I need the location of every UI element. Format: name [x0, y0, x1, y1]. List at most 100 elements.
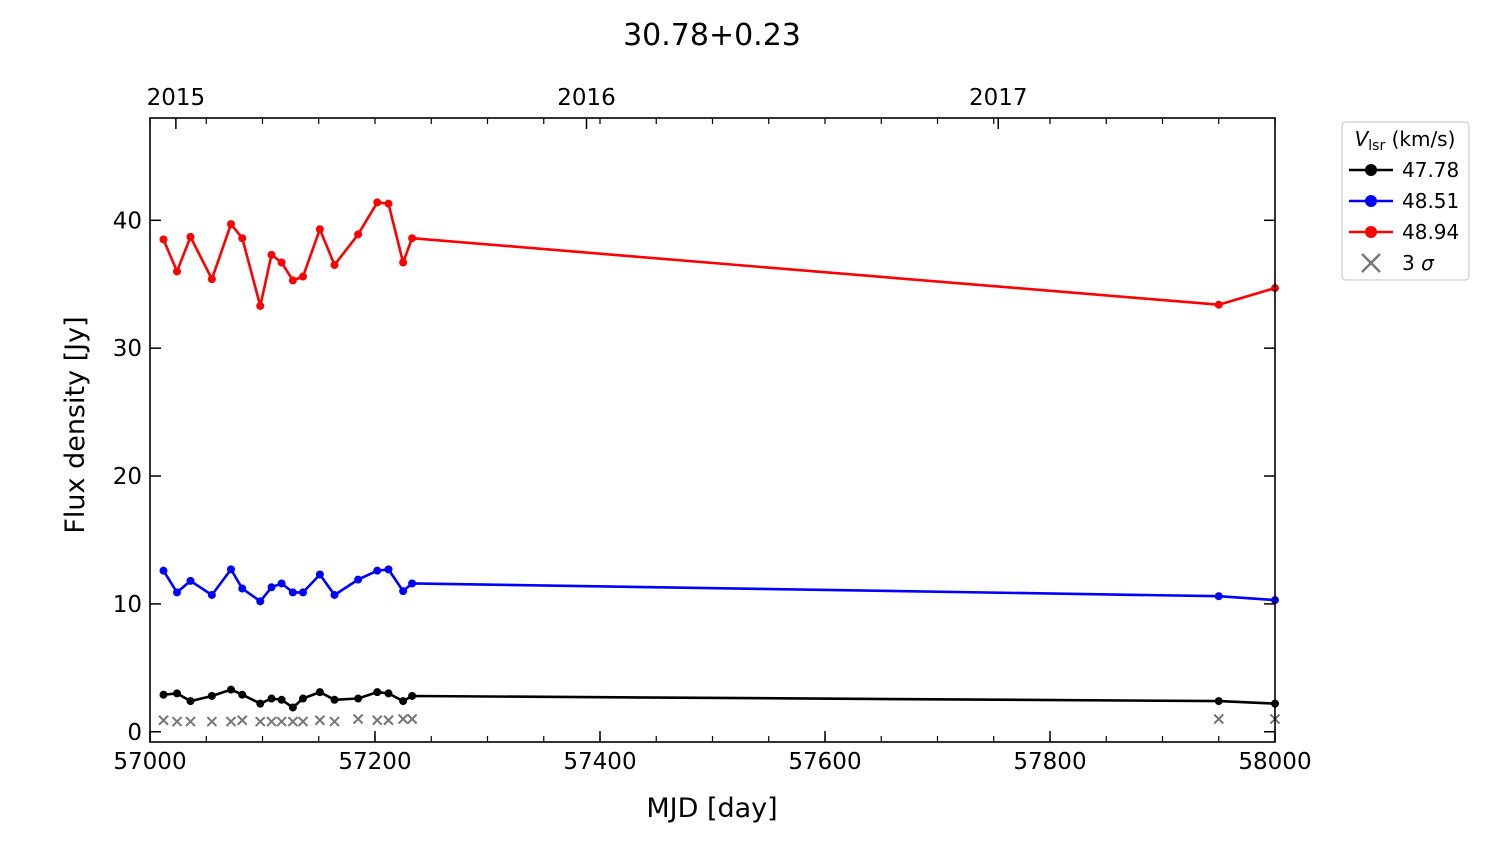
x-tick-label: 57000 [113, 749, 186, 775]
data-point-48.51 [399, 587, 408, 596]
data-point-48.94 [159, 235, 168, 244]
data-point-48.94 [267, 250, 276, 259]
sigma-marker-stroke [297, 716, 309, 727]
data-point-48.94 [173, 267, 181, 276]
chart-title: 30.78+0.23 [623, 18, 801, 53]
sigma-marker-stroke [352, 713, 364, 725]
sigma-marker-stroke [185, 716, 196, 727]
x-tick-label: 57600 [788, 749, 861, 775]
y-tick-label: 0 [127, 720, 142, 746]
sigma-marker [171, 716, 183, 727]
sigma-marker [266, 716, 277, 727]
data-point-47.78 [238, 690, 247, 699]
sigma-marker-stroke [287, 716, 299, 727]
data-point-47.78 [315, 688, 324, 697]
data-point-48.94 [315, 225, 324, 234]
data-point-48.51 [299, 588, 307, 597]
x-tick-label: 57800 [1013, 749, 1086, 775]
data-point-48.94 [384, 199, 393, 208]
data-point-47.78 [277, 695, 286, 704]
data-point-48.94 [330, 261, 339, 270]
data-point-47.78 [399, 697, 408, 706]
data-point-47.78 [227, 685, 235, 694]
legend-label-sigma: 3 σ [1402, 251, 1435, 275]
legend: Vlsr (km/s) 47.78 48.51 48.94 3 σ [1341, 121, 1470, 281]
y-tick-label: 10 [113, 592, 142, 618]
data-point-47.78 [288, 703, 297, 712]
data-point-48.51 [373, 566, 382, 575]
series-line-48.51 [162, 568, 1276, 603]
data-point-47.78 [207, 691, 216, 700]
data-point-48.94 [373, 198, 382, 207]
legend-sigma-marker [1361, 253, 1381, 273]
sigma-marker [287, 716, 299, 727]
x-axis-label: MJD [day] [646, 793, 777, 824]
sigma-marker [372, 715, 383, 726]
sigma-marker [158, 715, 169, 726]
top-year-label: 2017 [969, 85, 1028, 111]
legend-marker-48.51 [1365, 195, 1377, 207]
data-point-48.94 [207, 275, 216, 284]
data-point-48.51 [227, 565, 235, 574]
data-point-48.94 [408, 234, 417, 243]
sigma-marker-stroke [397, 713, 409, 725]
series-line-47.78 [163, 688, 1276, 709]
legend-marker-48.94 [1365, 226, 1377, 238]
sigma-marker [314, 715, 326, 726]
sigma-marker [352, 713, 364, 725]
top-year-label: 2016 [557, 85, 616, 111]
sigma-marker [185, 716, 196, 727]
data-point-48.94 [277, 258, 286, 267]
legend-box [1341, 121, 1470, 281]
data-point-48.94 [354, 230, 363, 239]
data-point-48.51 [408, 579, 417, 588]
y-tick-label: 30 [113, 336, 142, 362]
sigma-marker-stroke [314, 715, 326, 726]
sigma-marker [255, 716, 266, 727]
sigma-marker [397, 713, 409, 725]
legend-label-48.94: 48.94 [1402, 220, 1459, 244]
sigma-marker-stroke [171, 716, 183, 727]
data-point-48.51 [173, 588, 181, 597]
sigma-marker-stroke [276, 716, 287, 727]
data-point-47.78 [384, 689, 393, 698]
data-point-48.94 [299, 272, 307, 281]
sigma-marker-stroke [406, 713, 418, 725]
legend-label-48.51: 48.51 [1402, 189, 1459, 213]
sigma-marker-stroke [158, 715, 169, 726]
data-point-47.78 [186, 697, 195, 706]
data-point-48.51 [186, 576, 195, 585]
x-tick-label: 58000 [1238, 749, 1311, 775]
sigma-marker [237, 715, 248, 726]
data-point-48.51 [267, 583, 276, 592]
sigma-marker-stroke [206, 716, 218, 727]
sigma-marker [383, 715, 394, 726]
legend-title: Vlsr (km/s) [1355, 127, 1456, 154]
sigma-marker-stroke [383, 715, 394, 726]
sigma-marker [276, 716, 287, 727]
data-point-47.78 [256, 699, 265, 708]
sigma-marker [329, 716, 340, 727]
data-point-47.78 [408, 691, 417, 700]
data-point-48.94 [399, 258, 408, 267]
x-tick-label: 57400 [563, 749, 636, 775]
sigma-marker-stroke [1213, 713, 1224, 725]
data-point-47.78 [373, 688, 382, 697]
legend-label-47.78: 47.78 [1402, 158, 1459, 182]
top-year-label: 2015 [147, 85, 206, 111]
legend-marker-47.78 [1365, 164, 1377, 176]
data-point-47.78 [299, 694, 307, 703]
data-point-47.78 [173, 689, 181, 698]
sigma-marker [297, 716, 309, 727]
sigma-marker [225, 716, 237, 727]
data-point-48.51 [288, 588, 297, 597]
sigma-marker-stroke [266, 716, 277, 727]
data-point-48.94 [256, 301, 265, 310]
sigma-marker [406, 713, 418, 725]
y-tick-label: 40 [113, 208, 142, 234]
sigma-marker-stroke [255, 716, 266, 727]
data-point-48.94 [288, 276, 297, 285]
data-point-48.51 [207, 590, 216, 599]
data-point-48.94 [227, 220, 235, 229]
